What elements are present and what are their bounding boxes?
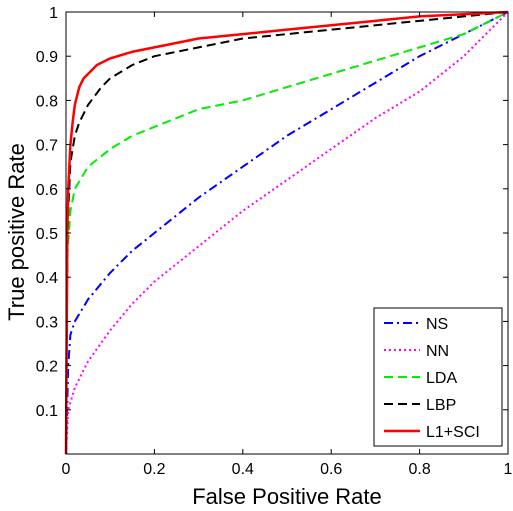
- series-line-lda: [65, 11, 509, 455]
- y-tick-label: 0.4: [36, 270, 58, 287]
- series-line-l1-sci: [64, 10, 509, 455]
- y-tick-label: 0.7: [36, 138, 58, 155]
- y-tick-label: 0.5: [36, 226, 58, 243]
- series-line-ns: [65, 11, 509, 455]
- x-tick-label: 0.4: [232, 461, 254, 478]
- y-tick-label: 0.6: [36, 182, 58, 199]
- y-tick-label: 0.8: [36, 93, 58, 110]
- legend-box: [373, 307, 503, 447]
- y-tick-label: 0.9: [36, 49, 58, 66]
- x-tick-label: 0: [62, 461, 71, 478]
- legend-label-lda: LDA: [426, 370, 457, 387]
- legend-label-l1-sci: L1+SCI: [426, 424, 480, 441]
- x-tick-label: 0.6: [320, 461, 342, 478]
- legend: NS NN LDA LBP L1+SCI: [373, 307, 503, 447]
- legend-label-lbp: LBP: [426, 397, 456, 414]
- y-tick-label: 1: [49, 5, 58, 22]
- x-tick-label: 1: [504, 461, 513, 478]
- legend-label-nn: NN: [426, 343, 449, 360]
- y-tick-label: 0.1: [36, 403, 58, 420]
- series-line-lbp: [65, 11, 509, 455]
- y-axis-label: True positive Rate: [4, 143, 29, 321]
- x-axis-label: False Positive Rate: [192, 484, 382, 509]
- y-tick-label: 0.3: [36, 314, 58, 331]
- legend-label-ns: NS: [426, 316, 448, 333]
- y-tick-label: 0.2: [36, 359, 58, 376]
- x-tick-label: 0.2: [143, 461, 165, 478]
- x-tick-label: 0.8: [408, 461, 430, 478]
- series-line-nn: [65, 11, 509, 455]
- ticks-layer: 0 0.2 0.4 0.6 0.8 1 0.1 0.2 0.3 0.4 0.5 0.6 0.7 0.8 0.…: [36, 5, 513, 478]
- series-layer: [64, 10, 509, 455]
